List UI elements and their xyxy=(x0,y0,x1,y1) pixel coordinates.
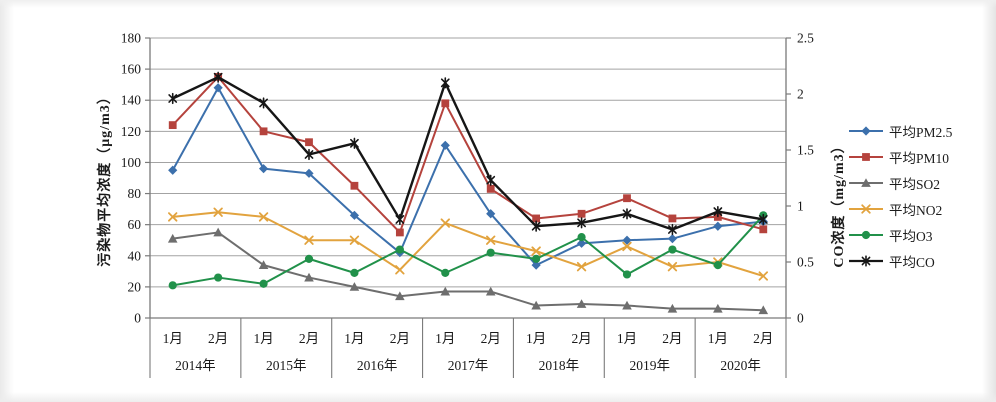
x-axis-month-label: 1月 xyxy=(617,331,637,346)
x-axis-month-label: 2月 xyxy=(662,331,682,346)
legend-item-平均SO2: 平均SO2 xyxy=(848,175,952,192)
legend-label: 平均PM2.5 xyxy=(889,124,953,140)
x-axis-month-label: 2月 xyxy=(753,331,773,346)
x-axis-year-label: 2019年 xyxy=(629,358,670,373)
x-axis-month-label: 2月 xyxy=(571,331,591,346)
legend-item-平均O3: 平均O3 xyxy=(848,227,952,244)
right-axis-tick-label: 0 xyxy=(797,311,804,326)
legend-marker-x xyxy=(849,203,883,214)
chart-legend: 平均PM2.5 平均PM10 平均SO2 平均NO2 平均O3 平均CO xyxy=(848,123,952,279)
x-axis-year-label: 2017年 xyxy=(448,358,489,373)
legend-label: 平均SO2 xyxy=(889,176,941,192)
left-axis-tick-label: 0 xyxy=(134,311,141,326)
series-平均SO2 xyxy=(167,227,769,315)
right-axis-title: CO浓度（mg/m3） xyxy=(832,138,847,268)
legend-label: 平均NO2 xyxy=(889,202,943,218)
left-axis-tick-label: 160 xyxy=(121,62,142,77)
left-axis-tick-label: 20 xyxy=(128,279,142,294)
left-axis-tick-label: 40 xyxy=(128,248,142,263)
x-axis-month-label: 1月 xyxy=(163,331,183,346)
x-axis-year-label: 2014年 xyxy=(175,358,216,373)
legend-label: 平均O3 xyxy=(889,228,933,244)
legend-item-平均PM2.5: 平均PM2.5 xyxy=(848,123,953,140)
legend-label: 平均PM10 xyxy=(889,150,950,166)
series-平均NO2 xyxy=(168,207,768,281)
legend-label: 平均CO xyxy=(889,254,935,270)
series-平均PM2.5 xyxy=(168,83,768,270)
x-axis-year-label: 2018年 xyxy=(539,358,580,373)
left-axis-tick-label: 120 xyxy=(121,124,142,139)
right-axis-tick-label: 2.5 xyxy=(797,31,814,46)
series-平均O3 xyxy=(168,211,768,290)
legend-item-平均NO2: 平均NO2 xyxy=(848,201,952,218)
x-axis-month-label: 2月 xyxy=(390,331,410,346)
series-平均CO xyxy=(168,71,768,236)
x-axis-month-label: 1月 xyxy=(435,331,455,346)
left-axis-title: 污染物平均浓度（μg/m3） xyxy=(98,89,113,267)
legend-marker-square xyxy=(849,152,883,161)
series-平均PM10 xyxy=(168,72,768,237)
left-axis-tick-label: 60 xyxy=(128,217,142,232)
left-axis-tick-label: 100 xyxy=(121,155,142,170)
right-axis-tick-label: 1.5 xyxy=(797,143,814,158)
x-axis-month-label: 1月 xyxy=(708,331,728,346)
gridlines-and-ticks: 0 20 40 60 80 100 120 140 160 180 0 0.5 1 1.5 2 2.5 xyxy=(121,31,814,326)
right-axis-tick-label: 2 xyxy=(797,87,804,102)
legend-marker-diamond xyxy=(849,125,883,136)
x-axis-labels: 1月 2月 1月 2月 1月 2月 1月 2月 1月 2月 1月 2月 1月 2月 2014年 2015年 20… xyxy=(149,318,787,378)
right-axis-tick-label: 1 xyxy=(797,199,804,214)
x-axis-year-label: 2016年 xyxy=(357,358,398,373)
x-axis-year-label: 2015年 xyxy=(266,358,307,373)
x-axis-month-label: 1月 xyxy=(526,331,546,346)
left-axis-tick-label: 180 xyxy=(121,31,142,46)
x-axis-month-label: 2月 xyxy=(299,331,319,346)
left-axis-tick-label: 80 xyxy=(128,186,142,201)
right-axis-tick-label: 0.5 xyxy=(797,255,814,270)
x-axis-month-label: 1月 xyxy=(253,331,273,346)
legend-item-平均PM10: 平均PM10 xyxy=(848,149,952,166)
x-axis-month-label: 2月 xyxy=(481,331,501,346)
legend-marker-circle xyxy=(849,230,883,239)
x-axis-year-label: 2020年 xyxy=(720,358,761,373)
left-axis-tick-label: 140 xyxy=(121,93,142,108)
legend-marker-asterisk xyxy=(849,254,883,267)
plot-border xyxy=(149,38,787,319)
legend-item-平均CO: 平均CO xyxy=(848,253,952,270)
x-axis-month-label: 2月 xyxy=(208,331,228,346)
legend-marker-triangle xyxy=(849,177,883,187)
x-axis-month-label: 1月 xyxy=(344,331,364,346)
